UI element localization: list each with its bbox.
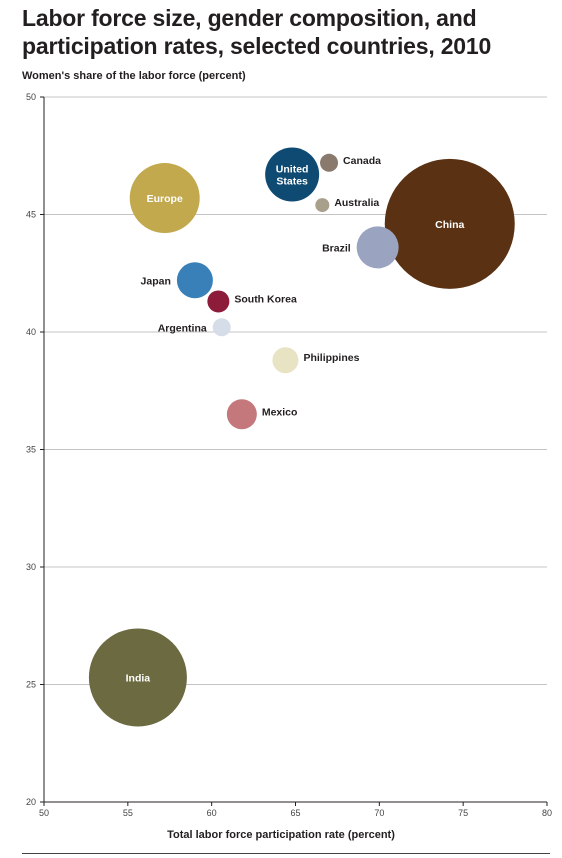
chart-title: Labor force size, gender composition, an…: [22, 5, 492, 59]
x-tick-label: 60: [207, 808, 217, 818]
x-tick-labels: 50 55 60 65 70 75 80: [39, 802, 552, 818]
bubble-india: [88, 628, 187, 727]
bubble-label-china: China: [435, 219, 464, 231]
x-tick-label: 75: [458, 808, 468, 818]
bubble-united-states: [265, 147, 320, 202]
x-tick-label: 65: [290, 808, 300, 818]
y-axis-label: Women's share of the labor force (percen…: [22, 70, 246, 82]
bubble-brazil: [356, 226, 399, 269]
x-tick-label: 70: [374, 808, 384, 818]
bubble-label-japan: Japan: [141, 275, 171, 287]
bubble-label-europe: Europe: [147, 193, 183, 205]
bubble-japan: [176, 262, 213, 299]
bottom-rule: [22, 853, 550, 854]
bubble-label-australia: Australia: [334, 197, 379, 209]
bubble-canada: [320, 153, 339, 172]
bubble-label-canada: Canada: [343, 155, 381, 167]
bubble-australia: [315, 198, 330, 213]
x-tick-label: 55: [123, 808, 133, 818]
bubble-label-philippines: Philippines: [303, 352, 359, 364]
bubble-argentina: [212, 318, 231, 337]
bubble-south-korea: [207, 290, 230, 313]
y-tick-label: 20: [26, 797, 36, 807]
bubbles: [88, 147, 515, 727]
x-axis-label: Total labor force participation rate (pe…: [167, 829, 395, 841]
bubble-label-india: India: [126, 672, 151, 684]
x-tick-label: 80: [542, 808, 552, 818]
y-tick-label: 25: [26, 680, 36, 690]
bubble-label-argentina: Argentina: [158, 322, 207, 334]
y-tick-label: 40: [26, 327, 36, 337]
bubble-label-mexico: Mexico: [262, 406, 298, 418]
bubble-label-united-states: United States: [276, 164, 309, 188]
bubble-label-south-korea: South Korea: [234, 293, 297, 305]
bubble-china: [384, 158, 515, 289]
y-tick-label: 30: [26, 562, 36, 572]
x-tick-label: 50: [39, 808, 49, 818]
bubble-philippines: [272, 347, 299, 374]
y-tick-labels: 20 25 30 35 40 45 50: [26, 92, 44, 807]
bubble-label-brazil: Brazil: [322, 242, 351, 254]
bubble-europe: [129, 163, 200, 234]
y-tick-label: 50: [26, 92, 36, 102]
bubble-mexico: [226, 399, 257, 430]
y-tick-label: 45: [26, 210, 36, 220]
bubble-labels: China India Europe United States Brazil Japan M…: [126, 155, 465, 685]
y-tick-label: 35: [26, 445, 36, 455]
